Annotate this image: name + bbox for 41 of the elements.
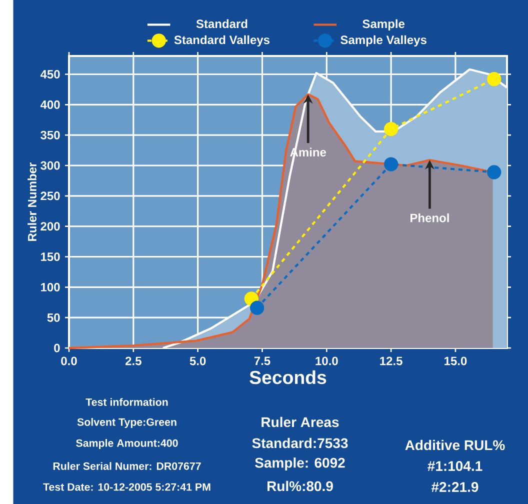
legend-label: Standard Valleys — [174, 35, 270, 47]
point — [487, 165, 502, 180]
text: Test Date: 10-12-2005 5:27:41 PM — [43, 483, 210, 491]
x-tick-label: 7.5 — [254, 356, 270, 366]
annotation: Phenol — [410, 213, 449, 222]
text: #1:104.1 — [428, 461, 482, 471]
y-tick-label: 450 — [40, 70, 60, 79]
y-tick-label: 300 — [40, 161, 60, 170]
x-tick-label: 2.5 — [125, 356, 142, 366]
legend-label: Sample — [362, 19, 405, 30]
x-tick-label: 15.0 — [444, 356, 467, 366]
legend-label: Standard — [196, 19, 248, 28]
y-tick-label: 400 — [40, 100, 60, 109]
text: Solvent Type:Green — [77, 418, 176, 428]
x-axis-title: Seconds — [250, 370, 326, 384]
y-tick-label: 50 — [47, 313, 60, 322]
text: #2:21.9 — [431, 482, 478, 492]
text: Rul%:80.9 — [267, 480, 333, 492]
y-axis-title: Ruler Number — [28, 162, 36, 241]
x-tick-label: 0.0 — [61, 356, 77, 366]
text: Ruler Areas — [262, 416, 339, 428]
y-tick-label: 250 — [40, 192, 60, 200]
legend-label: Sample Valleys — [340, 35, 426, 47]
text: Sample: 6092 — [255, 457, 345, 471]
y-tick-label: 200 — [40, 222, 60, 231]
y-tick-label: 150 — [41, 252, 60, 262]
text: Test information — [86, 398, 168, 406]
x-tick-label: 5.0 — [190, 356, 206, 366]
point — [250, 300, 264, 315]
text: Standard:7533 — [252, 438, 348, 448]
x-tick-label: 10.0 — [316, 356, 338, 366]
point — [487, 72, 502, 86]
text: Ruler Serial Numer: DR07677 — [53, 462, 201, 470]
text: Additive RUL% — [405, 440, 505, 450]
point — [384, 157, 398, 172]
point — [384, 122, 398, 136]
x-tick-label: 12.5 — [380, 356, 402, 366]
y-tick-label: 0 — [54, 344, 60, 352]
y-tick-label: 350 — [40, 130, 60, 140]
text: Sample Amount:400 — [76, 439, 178, 449]
y-tick-label: 100 — [41, 282, 60, 292]
